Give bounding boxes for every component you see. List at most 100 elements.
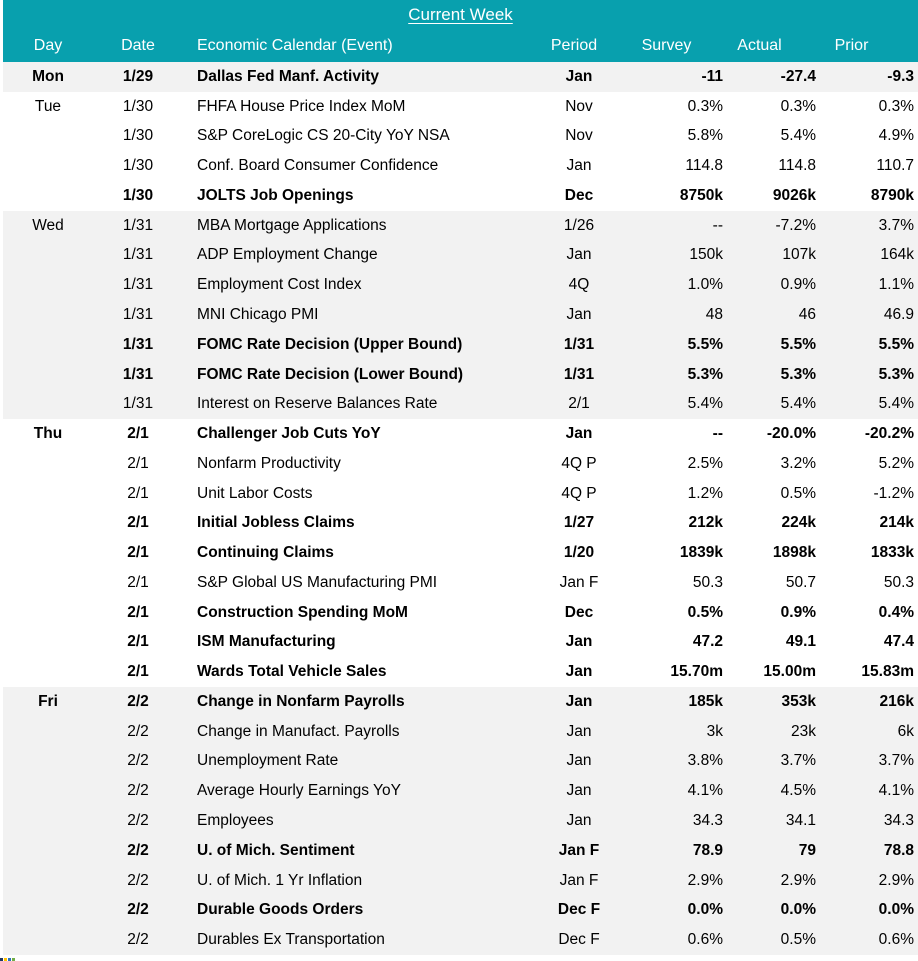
cell-day: Tue [3, 91, 93, 122]
cell-prior: 4.1% [821, 776, 918, 807]
cell-prior: 8790k [821, 181, 918, 211]
cell-survey: 5.5% [635, 329, 728, 360]
cell-prior: 47.4 [821, 627, 918, 658]
cell-day [3, 597, 93, 628]
table-row: 1/31 Interest on Reserve Balances Rate 2/1… [3, 389, 918, 420]
cell-period: Nov [523, 121, 635, 152]
cell-actual: 46 [728, 300, 821, 330]
cell-event: ISM Manufacturing [183, 627, 523, 658]
artifact-pixel [12, 958, 15, 961]
table-row: 2/1 Construction Spending MoM Dec 0.5% 0.9% 0… [3, 597, 918, 628]
cell-prior: 0.4% [821, 597, 918, 628]
cell-period: Jan F [523, 835, 635, 866]
cell-event: Wards Total Vehicle Sales [183, 657, 523, 688]
cell-actual: 224k [728, 508, 821, 539]
cell-day [3, 121, 93, 152]
cell-prior: 110.7 [821, 151, 918, 182]
cell-actual: 4.5% [728, 776, 821, 807]
cell-actual: -7.2% [728, 210, 821, 241]
cell-survey: 2.9% [635, 865, 728, 896]
cell-survey: 15.70m [635, 657, 728, 688]
cell-prior: 15.83m [821, 657, 918, 688]
cell-period: 4Q [523, 270, 635, 301]
cell-event: S&P Global US Manufacturing PMI [183, 568, 523, 598]
cell-day [3, 746, 93, 777]
cell-survey: 78.9 [635, 835, 728, 866]
cell-date: 2/1 [93, 657, 183, 688]
table-row: 2/1 Continuing Claims 1/20 1839k 1898k 1833k [3, 538, 918, 569]
cell-event: Average Hourly Earnings YoY [183, 776, 523, 807]
table-row: 1/31 FOMC Rate Decision (Upper Bound) 1/31… [3, 329, 918, 360]
table-row: 1/30 Conf. Board Consumer Confidence Jan 11… [3, 151, 918, 182]
cell-prior: 0.0% [821, 895, 918, 926]
cell-period: 1/31 [523, 329, 635, 360]
cell-period: Jan [523, 419, 635, 449]
cell-period: Jan [523, 240, 635, 271]
cell-prior: -20.2% [821, 419, 918, 449]
cell-period: 1/31 [523, 359, 635, 390]
cell-period: Dec F [523, 895, 635, 926]
cell-event: Continuing Claims [183, 538, 523, 569]
cell-survey: 48 [635, 300, 728, 330]
cell-prior: 34.3 [821, 806, 918, 836]
cell-event: ADP Employment Change [183, 240, 523, 271]
table-row: 1/31 MNI Chicago PMI Jan 48 46 46.9 [3, 300, 918, 330]
cell-day [3, 359, 93, 390]
cell-actual: -27.4 [728, 62, 821, 92]
cell-period: Dec [523, 597, 635, 628]
cell-day [3, 925, 93, 955]
cell-survey: 185k [635, 687, 728, 717]
col-header-day: Day [3, 30, 93, 62]
cell-prior: 3.7% [821, 746, 918, 777]
cell-survey: 0.6% [635, 925, 728, 955]
table-row: 1/30 JOLTS Job Openings Dec 8750k 9026k 8790k [3, 181, 918, 211]
cell-period: Jan [523, 657, 635, 688]
cell-period: Jan F [523, 568, 635, 598]
cell-date: 2/1 [93, 627, 183, 658]
cell-actual: 0.5% [728, 478, 821, 509]
cell-survey: -- [635, 210, 728, 241]
cell-actual: 79 [728, 835, 821, 866]
cell-prior: 3.7% [821, 210, 918, 241]
cell-actual: 3.2% [728, 448, 821, 479]
cell-actual: 0.9% [728, 597, 821, 628]
cell-event: Change in Nonfarm Payrolls [183, 687, 523, 717]
cell-date: 1/29 [93, 62, 183, 92]
economic-calendar-table: Current Week Day Date Economic Calendar … [3, 0, 918, 955]
table-row: Fri 2/2 Change in Nonfarm Payrolls Jan 185k 3… [3, 687, 918, 717]
cell-day: Fri [3, 687, 93, 717]
table-row: 1/30 S&P CoreLogic CS 20-City YoY NSA Nov 5… [3, 121, 918, 152]
table-row: 1/31 FOMC Rate Decision (Lower Bound) 1/31… [3, 359, 918, 390]
cell-event: Dallas Fed Manf. Activity [183, 62, 523, 92]
cell-day [3, 508, 93, 539]
table-row: 1/31 Employment Cost Index 4Q 1.0% 0.9% 1.1% [3, 270, 918, 301]
cell-period: Jan [523, 716, 635, 747]
cell-event: Employees [183, 806, 523, 836]
cell-period: Jan [523, 62, 635, 92]
cell-period: 4Q P [523, 448, 635, 479]
artifact-pixel [8, 958, 11, 961]
cell-actual: 107k [728, 240, 821, 271]
table-row: 2/1 Initial Jobless Claims 1/27 212k 224k 214… [3, 508, 918, 539]
cell-date: 2/2 [93, 835, 183, 866]
cell-date: 2/2 [93, 716, 183, 747]
cell-survey: 34.3 [635, 806, 728, 836]
cell-actual: -20.0% [728, 419, 821, 449]
cell-event: Unit Labor Costs [183, 478, 523, 509]
cell-period: 1/20 [523, 538, 635, 569]
col-header-survey: Survey [635, 30, 728, 62]
cell-event: Challenger Job Cuts YoY [183, 419, 523, 449]
cell-actual: 353k [728, 687, 821, 717]
cell-actual: 9026k [728, 181, 821, 211]
cell-prior: 164k [821, 240, 918, 271]
cell-date: 1/31 [93, 240, 183, 271]
cell-event: U. of Mich. 1 Yr Inflation [183, 865, 523, 896]
cell-event: Durables Ex Transportation [183, 925, 523, 955]
cell-actual: 49.1 [728, 627, 821, 658]
cell-day [3, 865, 93, 896]
cell-date: 2/1 [93, 568, 183, 598]
cell-prior: 216k [821, 687, 918, 717]
cell-event: Initial Jobless Claims [183, 508, 523, 539]
cell-actual: 5.4% [728, 121, 821, 152]
cell-actual: 2.9% [728, 865, 821, 896]
